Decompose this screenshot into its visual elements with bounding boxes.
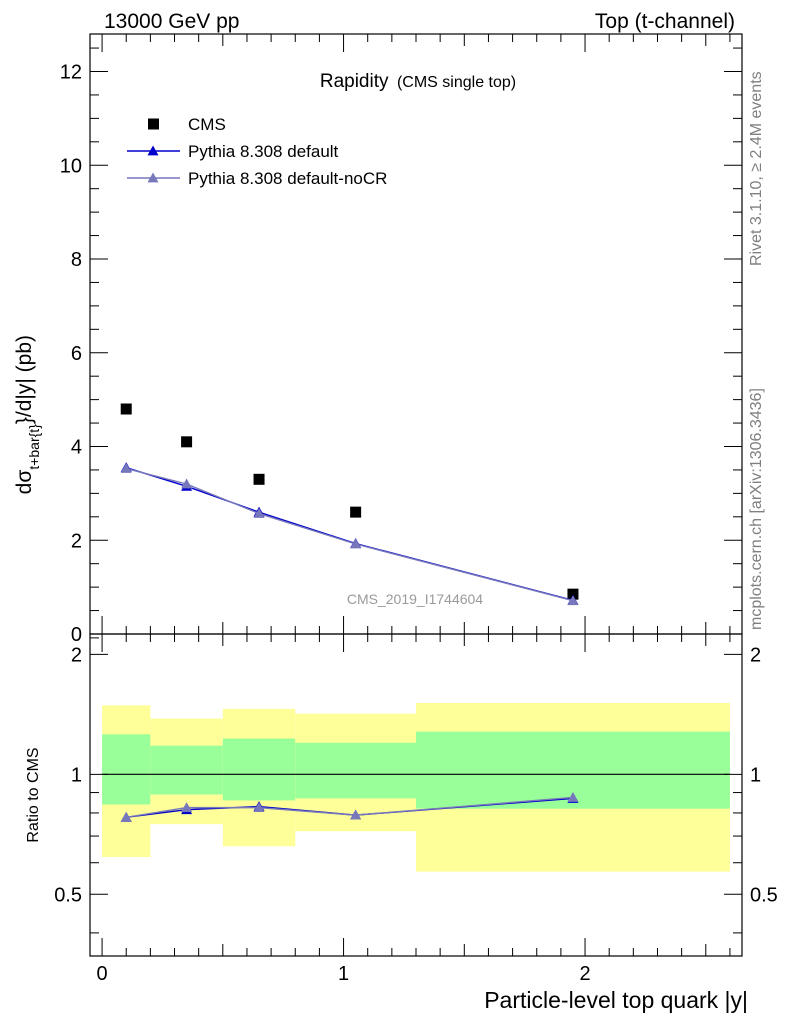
mc-marker [567,595,579,606]
main-y-tick-label: 8 [71,249,82,271]
ratio-marker [120,811,132,822]
cms-data-point [120,403,132,415]
cms-data-point [253,473,265,485]
mc-marker [120,463,132,473]
legend-marker-triangle [147,172,159,183]
chart-title: Rapidity (CMS single top) [320,71,516,92]
ratio-marker [350,809,362,820]
main-y-axis-label-rest: }/d|y| (pb) [13,335,36,424]
x-tick-label: 0 [97,963,108,985]
main-y-tick-label: 4 [71,437,82,459]
ratio-marker [567,791,579,802]
uncertainty-band-inner [150,745,223,795]
uncertainty-band-inner [222,738,296,801]
legend-marker-triangle [147,145,159,156]
x-tick-label: 1 [338,963,349,985]
main-y-axis-label: dσt+bar{t}}/d|y| (pb) [13,335,42,494]
mc-marker [253,508,265,518]
cms-data-point [350,506,362,518]
mc-series-line [126,466,574,601]
cms-data-point [181,436,193,448]
ratio-marker [253,802,265,813]
ratio-panel: 0.5 0.5 1 1 2 2 0 1 2 [54,633,778,985]
ratio-y-tick-label-right: 2 [750,644,761,666]
mc-marker [181,478,193,489]
main-y-axis-label-main: dσ [13,470,36,495]
ratio-y-tick-label-right: 0.5 [750,884,778,906]
header-right-label: Top (t-channel) [595,10,735,33]
ratio-y-tick-label-left: 1 [71,764,82,786]
chart-title-sub: (CMS single top) [397,74,516,91]
rivet-label: Rivet 3.1.10, ≥ 2.4M events [748,71,765,266]
main-y-tick-label: 2 [71,530,82,552]
main-y-axis-label-sub: t+bar{t} [26,424,42,470]
ratio-y-tick-label-left: 2 [71,644,82,666]
ratio-y-axis-label: Ratio to CMS [25,747,42,842]
legend-marker-cms [148,118,159,130]
main-y-tick-label: 12 [60,62,82,84]
main-y-tick-label: 10 [60,155,82,177]
legend-label: CMS [188,115,226,134]
mcplots-label: mcplots.cern.ch [arXiv:1306.3436] [748,388,765,630]
main-y-tick-label: 0 [71,624,82,646]
uncertainty-band-inner [102,734,151,805]
legend-label: Pythia 8.308 default-noCR [188,169,387,188]
legend-label: Pythia 8.308 default [188,142,339,161]
analysis-reference-label: CMS_2019_I1744604 [347,591,483,607]
ratio-y-tick-label-left: 0.5 [54,884,82,906]
ratio-marker [181,802,193,813]
x-axis-label: Particle-level top quark |y| [484,987,748,1013]
main-panel: 0 2 4 6 8 10 12 [60,33,743,646]
header-left-label: 13000 GeV pp [104,10,239,33]
ratio-y-tick-label-right: 1 [750,764,761,786]
uncertainty-band-inner [295,742,416,799]
chart-title-main: Rapidity [320,71,389,92]
main-y-tick-label: 6 [71,343,82,365]
cms-data-point [567,588,579,600]
x-tick-label: 2 [579,963,590,985]
mc-marker [350,538,362,549]
legend: CMS Pythia 8.308 default Pythia 8.308 defa… [127,115,387,188]
